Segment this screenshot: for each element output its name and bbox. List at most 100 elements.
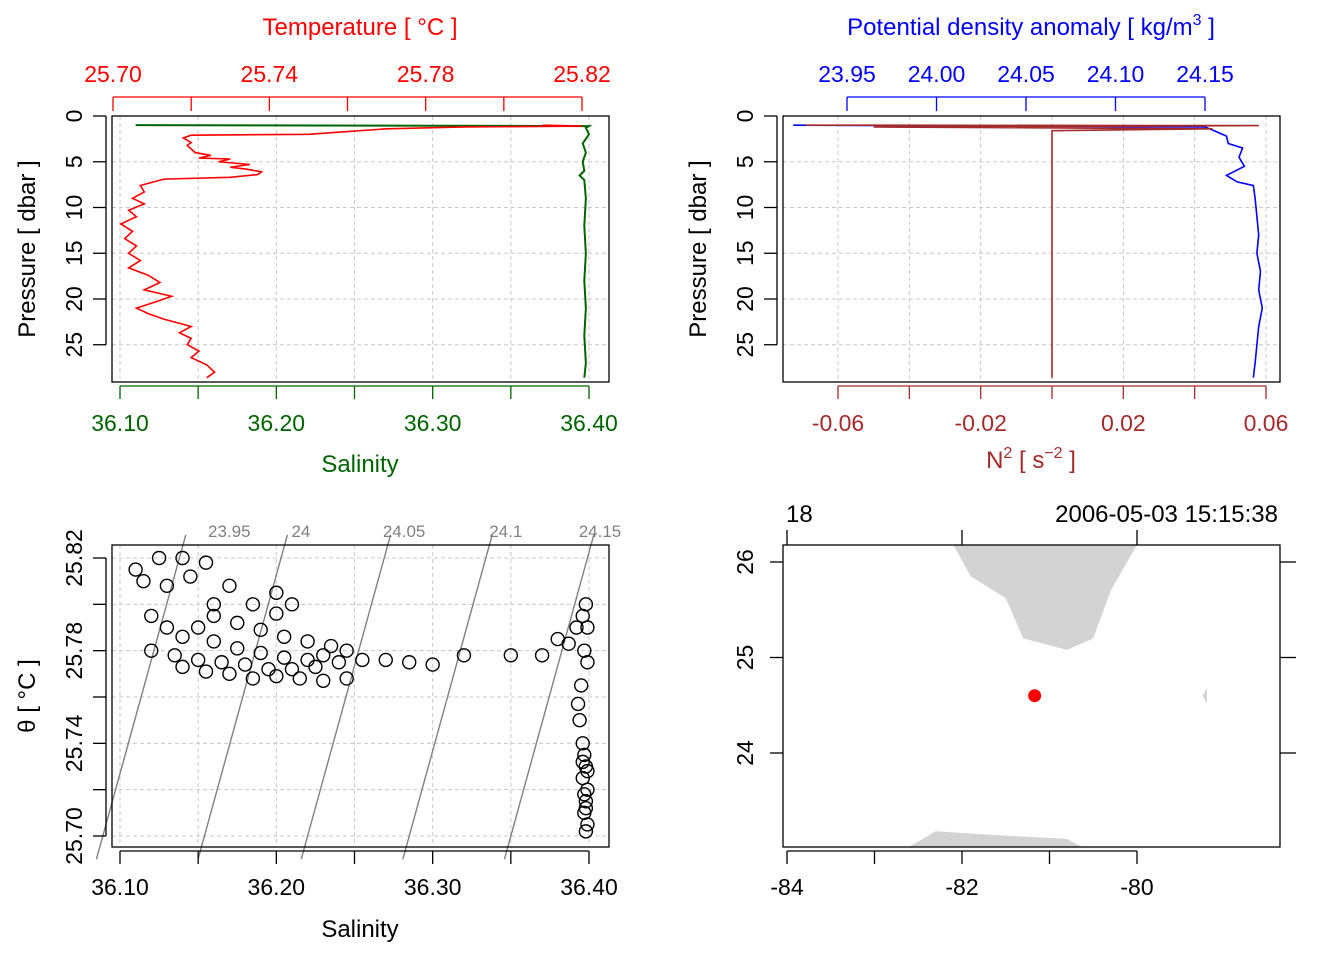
n2-axis-label: N2 [ s−2 ]: [986, 445, 1076, 474]
ts-point: [570, 696, 586, 712]
ts-point: [575, 754, 590, 770]
ts-point: [198, 555, 214, 570]
ts-point: [575, 736, 590, 751]
ts-salinity-tick-label: 36.30: [404, 874, 462, 900]
ts-point: [578, 794, 594, 809]
ts-point: [269, 606, 284, 621]
density-label-end: ]: [1202, 14, 1215, 41]
density-tick-label: 24.15: [1176, 61, 1234, 87]
p3-frame: [111, 544, 610, 848]
p2-frame: [782, 115, 1281, 383]
n2-label-mid: [ s: [1012, 447, 1044, 474]
latitude-tick-label: 26: [732, 549, 758, 575]
ts-point: [580, 620, 595, 635]
ts-point: [292, 671, 307, 686]
ts-point: [253, 645, 268, 661]
ts-point: [206, 608, 222, 624]
ts-point: [159, 620, 175, 635]
ts-point: [261, 662, 276, 677]
isopycnal-label: 24: [291, 522, 310, 541]
isopycnal-label: 24.15: [579, 522, 622, 541]
ts-point: [136, 573, 151, 589]
ts-point: [580, 655, 595, 670]
p3-points: [128, 550, 595, 839]
density-label-text: Potential density anomaly [ kg/m: [847, 14, 1193, 41]
n2-profile-line: [805, 124, 1259, 378]
ts-point: [230, 615, 245, 631]
ts-point: [206, 634, 222, 649]
n2-label-base: N: [986, 447, 1003, 474]
pressure-tick-label-2: 25: [732, 332, 758, 358]
salinity-axis-label: Salinity: [321, 451, 398, 478]
density-label-sup: 3: [1193, 12, 1202, 29]
n2-tick-label: 0.02: [1101, 410, 1146, 436]
ts-point: [167, 648, 182, 663]
ts-salinity-axis-label: Salinity: [321, 916, 398, 943]
ts-point: [456, 648, 472, 663]
datetime-label: 2006-05-03 15:15:38: [1055, 501, 1278, 528]
ts-point: [580, 817, 595, 832]
land-polygon: [953, 545, 1137, 650]
p4-land: [906, 545, 1207, 847]
ts-point: [128, 562, 143, 577]
p1-frame: [111, 115, 610, 383]
ts-point: [269, 585, 284, 600]
p2-axes: 23.95 24.00 24.05 24.10 24.15 -0.06 -0.02 0.02 0…: [732, 61, 1288, 436]
ts-point: [183, 569, 198, 584]
n2-label-sup: 2: [1003, 445, 1012, 462]
isopycnal-label: 24.05: [383, 522, 426, 541]
isopycnal-label: 23.95: [208, 522, 251, 541]
theta-tick-label: 25.82: [61, 529, 87, 587]
p2-series: [793, 124, 1264, 378]
salinity-tick-label: 36.20: [248, 410, 306, 436]
ts-point: [402, 655, 417, 670]
ts-point: [331, 655, 347, 670]
pressure-tick-label: 0: [61, 110, 87, 123]
pressure-tick-label-2: 15: [732, 240, 758, 266]
longitude-tick-label: -84: [770, 874, 803, 900]
ts-point: [316, 673, 331, 688]
ts-point: [206, 597, 222, 612]
ts-point: [569, 620, 584, 635]
density-axis-label: Potential density anomaly [ kg/m3 ]: [847, 12, 1215, 41]
pressure-tick-label-2: 10: [732, 195, 758, 221]
ts-point: [159, 578, 175, 593]
p1-grid: [112, 115, 609, 382]
theta-tick-label: 25.74: [61, 714, 87, 772]
panel-density-profile: 23.95 24.00 24.05 24.10 24.15 -0.06 -0.02 0.02 0…: [685, 12, 1288, 474]
longitude-tick-label: -80: [1120, 874, 1153, 900]
ts-point: [580, 763, 595, 779]
ts-point: [339, 643, 354, 658]
ts-point: [578, 801, 594, 816]
temperature-tick-label: 25.70: [84, 61, 142, 87]
ts-point: [578, 597, 594, 612]
density-profile-line: [793, 124, 1264, 378]
isopycnal-line: [197, 534, 289, 860]
panel-ts-profile: 25.70 25.74 25.78 25.82 36.10 36.20 36.30 36.40…: [14, 14, 618, 478]
pressure-tick-label-2: 20: [732, 286, 758, 312]
density-tick-label: 24.05: [997, 61, 1055, 87]
ts-point: [151, 550, 167, 566]
ts-point: [175, 659, 190, 675]
ts-point: [561, 636, 576, 651]
temperature-tick-label: 25.78: [397, 61, 455, 87]
isopycnal-line: [300, 534, 392, 860]
ts-point: [222, 666, 237, 682]
ts-point: [425, 657, 440, 672]
ts-point: [237, 657, 253, 672]
ts-point: [253, 622, 268, 638]
ts-point: [577, 787, 592, 802]
latitude-tick-label: 25: [732, 645, 758, 671]
pressure-tick-label: 15: [61, 240, 87, 266]
p3-isopycnals: 23.95 24 24.05 24.1 24.15: [95, 522, 622, 860]
ts-salinity-tick-label: 36.40: [560, 874, 618, 900]
n2-tick-label: 0.06: [1244, 410, 1289, 436]
ts-point: [503, 648, 519, 663]
isopycnal-line: [503, 534, 595, 860]
salinity-tick-label: 36.30: [404, 410, 462, 436]
ts-point: [245, 671, 261, 686]
ts-point: [339, 671, 354, 686]
ts-point: [190, 652, 206, 668]
ts-salinity-tick-label: 36.10: [91, 874, 149, 900]
